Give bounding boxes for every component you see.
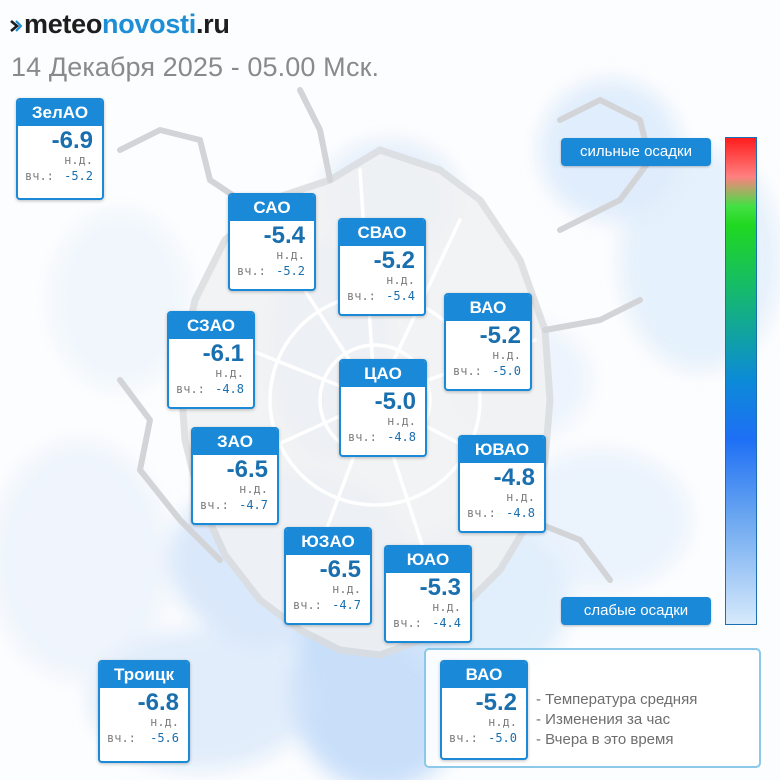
- district-card-svao[interactable]: СВАО -5.2 н.д. вч.: -5.4: [338, 218, 426, 316]
- yesterday-label: вч.:: [348, 430, 377, 444]
- legend-sample-temperature: -5.2: [475, 689, 517, 716]
- district-hourly-change: н.д.: [276, 248, 305, 262]
- legend-sample-yesterday: -5.0: [488, 731, 517, 745]
- district-hourly-change: н.д.: [332, 582, 361, 596]
- district-card-yuvao[interactable]: ЮВАО -4.8 н.д. вч.: -4.8: [458, 435, 546, 533]
- yesterday-label: вч.:: [453, 364, 482, 378]
- district-temperature: -5.3: [419, 574, 461, 601]
- district-hourly-change: н.д.: [150, 715, 179, 729]
- yesterday-label: вч.:: [393, 616, 422, 630]
- district-yesterday-row: вч.: -4.7: [193, 497, 277, 513]
- yesterday-temperature: -4.7: [239, 498, 268, 512]
- site-logo[interactable]: meteo novosti .ru: [10, 8, 230, 40]
- district-temperature: -5.0: [374, 388, 416, 415]
- district-name: ЗелАО: [18, 100, 102, 126]
- yesterday-temperature: -5.0: [492, 364, 521, 378]
- district-yesterday-row: вч.: -4.7: [286, 597, 370, 613]
- yesterday-temperature: -4.4: [432, 616, 461, 630]
- yesterday-label: вч.:: [25, 169, 54, 183]
- district-card-zao[interactable]: ЗАО -6.5 н.д. вч.: -4.7: [191, 427, 279, 525]
- district-hourly-change: н.д.: [506, 490, 535, 504]
- legend-sample-yesterday-label: вч.:: [449, 731, 478, 745]
- district-hourly-change: н.д.: [492, 348, 521, 362]
- yesterday-temperature: -4.8: [506, 506, 535, 520]
- district-hourly-change: н.д.: [386, 273, 415, 287]
- precipitation-scale-bar: [725, 137, 757, 625]
- yesterday-label: вч.:: [347, 289, 376, 303]
- district-yesterday-row: вч.: -5.0: [446, 363, 530, 379]
- district-temperature: -5.2: [479, 322, 521, 349]
- district-name: Троицк: [100, 662, 188, 688]
- yesterday-label: вч.:: [107, 731, 136, 745]
- yesterday-label: вч.:: [293, 598, 322, 612]
- district-card-sao[interactable]: САО -5.4 н.д. вч.: -5.2: [228, 193, 316, 291]
- legend-line-average-temp: - Температура средняя: [536, 691, 698, 708]
- district-hourly-change: н.д.: [215, 366, 244, 380]
- district-temperature: -6.9: [51, 127, 93, 154]
- district-yesterday-row: вч.: -4.8: [341, 429, 425, 445]
- district-hourly-change: н.д.: [432, 600, 461, 614]
- yesterday-temperature: -5.2: [276, 264, 305, 278]
- district-name: СВАО: [340, 220, 424, 246]
- district-name: ЮВАО: [460, 437, 544, 463]
- legend-line-hourly-change: - Изменения за час: [536, 711, 671, 728]
- district-name: ВАО: [446, 295, 530, 321]
- yesterday-temperature: -4.7: [332, 598, 361, 612]
- legend-line-yesterday: - Вчера в это время: [536, 731, 674, 748]
- district-hourly-change: н.д.: [239, 482, 268, 496]
- yesterday-label: вч.:: [467, 506, 496, 520]
- logo-text-domain: .ru: [195, 9, 230, 39]
- district-yesterday-row: вч.: -4.4: [386, 615, 470, 631]
- yesterday-temperature: -5.6: [150, 731, 179, 745]
- district-temperature: -4.8: [493, 464, 535, 491]
- district-card-zelao[interactable]: ЗелАО -6.9 н.д. вч.: -5.2: [16, 98, 104, 200]
- precip-scale-bottom-label: слабые осадки: [561, 597, 711, 625]
- district-hourly-change: н.д.: [387, 414, 416, 428]
- district-yesterday-row: вч.: -5.4: [340, 288, 424, 304]
- forecast-datetime: 14 Декабря 2025 - 05.00 Мск.: [11, 52, 380, 82]
- yesterday-label: вч.:: [200, 498, 229, 512]
- legend-sample-card: ВАО -5.2 н.д. вч.: -5.0: [440, 660, 528, 760]
- district-yesterday-row: вч.: -5.6: [100, 730, 188, 746]
- logo-text-novosti: novosti: [102, 9, 196, 39]
- district-name: СЗАО: [169, 313, 253, 339]
- district-name: ЗАО: [193, 429, 277, 455]
- logo-text-meteo: meteo: [24, 9, 103, 39]
- district-name: ЦАО: [341, 361, 425, 387]
- district-hourly-change: н.д.: [64, 153, 93, 167]
- precip-scale-top-label: сильные осадки: [561, 138, 711, 166]
- yesterday-temperature: -4.8: [215, 382, 244, 396]
- district-temperature: -6.5: [226, 456, 268, 483]
- district-yesterday-row: вч.: -4.8: [460, 505, 544, 521]
- district-card-yuao[interactable]: ЮАО -5.3 н.д. вч.: -4.4: [384, 545, 472, 643]
- yesterday-label: вч.:: [176, 382, 205, 396]
- legend-panel: ВАО -5.2 н.д. вч.: -5.0 - Температура ср…: [424, 648, 761, 768]
- district-card-yuzao[interactable]: ЮЗАО -6.5 н.д. вч.: -4.7: [284, 527, 372, 625]
- district-temperature: -6.5: [319, 556, 361, 583]
- district-yesterday-row: вч.: -5.2: [230, 263, 314, 279]
- legend-explanations: - Температура средняя - Изменения за час…: [536, 690, 697, 750]
- district-card-vao[interactable]: ВАО -5.2 н.д. вч.: -5.0: [444, 293, 532, 391]
- district-name: ЮЗАО: [286, 529, 370, 555]
- legend-sample-yesterday-row: вч.: -5.0: [442, 730, 526, 746]
- yesterday-temperature: -5.4: [386, 289, 415, 303]
- district-card-szao[interactable]: СЗАО -6.1 н.д. вч.: -4.8: [167, 311, 255, 409]
- district-name: ЮАО: [386, 547, 470, 573]
- district-name: САО: [230, 195, 314, 221]
- district-temperature: -5.4: [263, 222, 305, 249]
- district-temperature: -5.2: [373, 247, 415, 274]
- district-card-troitsk[interactable]: Троицк -6.8 н.д. вч.: -5.6: [98, 660, 190, 763]
- district-yesterday-row: вч.: -5.2: [18, 168, 102, 184]
- district-temperature: -6.8: [137, 689, 179, 716]
- district-yesterday-row: вч.: -4.8: [169, 381, 253, 397]
- yesterday-temperature: -5.2: [64, 169, 93, 183]
- yesterday-label: вч.:: [237, 264, 266, 278]
- legend-sample-name: ВАО: [442, 662, 526, 688]
- yesterday-temperature: -4.8: [387, 430, 416, 444]
- district-temperature: -6.1: [202, 340, 244, 367]
- logo-chevron-icon: [10, 20, 22, 32]
- district-card-cao[interactable]: ЦАО -5.0 н.д. вч.: -4.8: [339, 359, 427, 457]
- legend-sample-change: н.д.: [488, 715, 517, 729]
